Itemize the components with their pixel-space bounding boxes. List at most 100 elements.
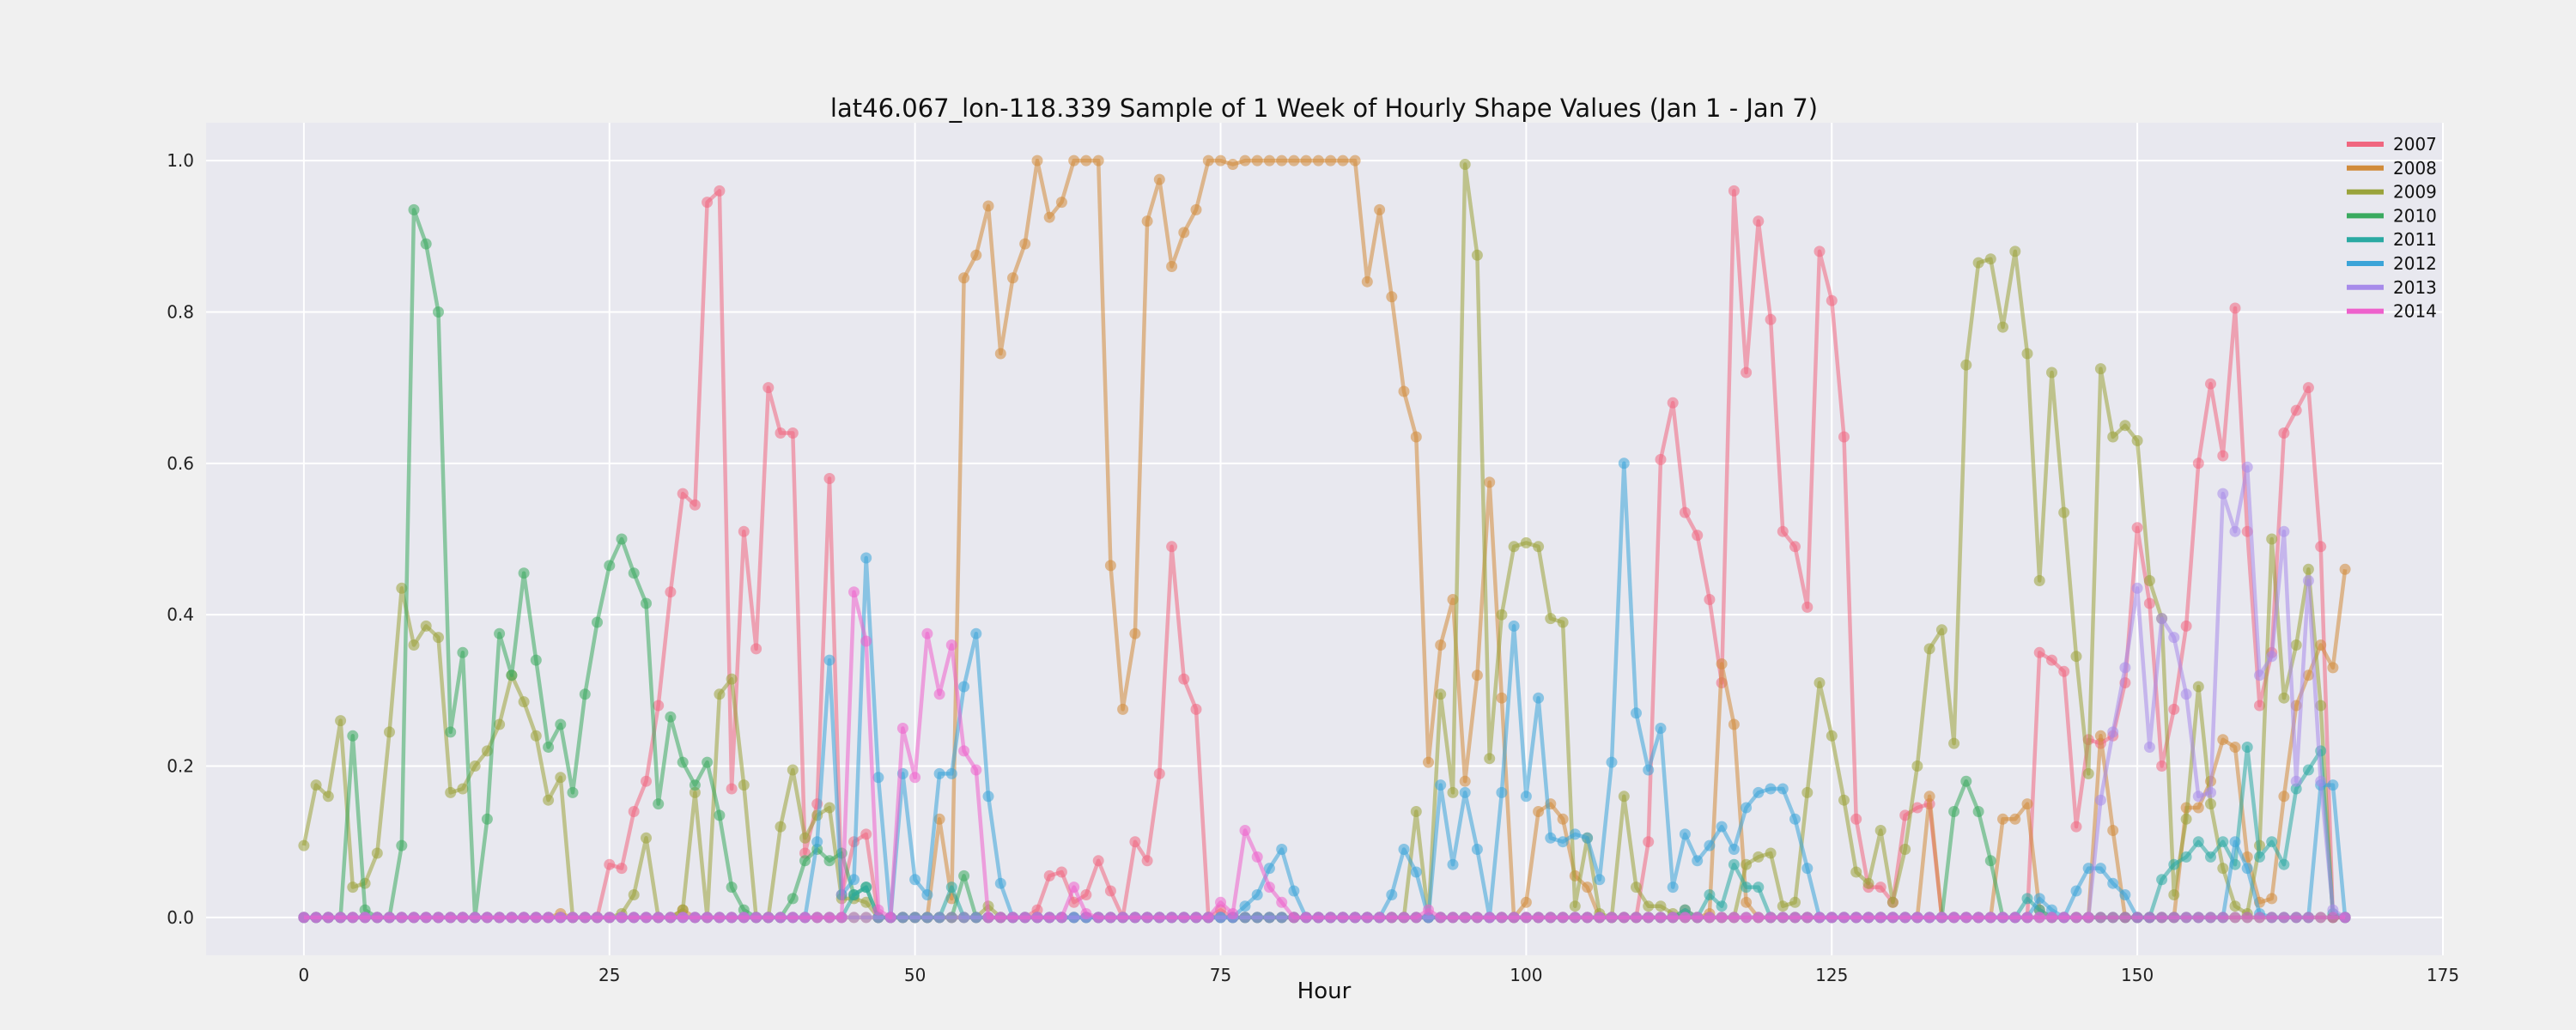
data-point (823, 912, 835, 924)
data-point (1533, 912, 1545, 924)
data-point (2107, 726, 2119, 738)
data-point (2119, 662, 2131, 674)
data-point (420, 238, 432, 250)
y-tick-label: 0.8 (167, 301, 194, 322)
data-point (1166, 912, 1178, 924)
data-point (1080, 154, 1092, 167)
data-point (1288, 912, 1300, 924)
data-point (1643, 912, 1655, 924)
data-point (1496, 786, 1508, 798)
data-point (2241, 912, 2253, 924)
data-point (823, 802, 835, 814)
data-point (823, 473, 835, 484)
data-point (1031, 154, 1043, 167)
data-point (1862, 877, 1874, 889)
data-point (1190, 912, 1202, 924)
data-point (1753, 912, 1765, 924)
data-point (921, 627, 933, 639)
legend-label: 2014 (2393, 301, 2437, 322)
data-point (1104, 560, 1116, 572)
data-point (677, 488, 689, 500)
legend-label: 2011 (2393, 229, 2437, 250)
data-point (2070, 651, 2082, 663)
data-point (1435, 639, 1447, 651)
data-point (1704, 889, 1716, 900)
data-point (1765, 313, 1777, 325)
data-point (1582, 882, 1594, 894)
data-point (2156, 874, 2168, 886)
data-point (2094, 863, 2106, 875)
data-point (2254, 912, 2265, 924)
data-point (2266, 893, 2278, 905)
data-point (1765, 912, 1777, 924)
data-point (1777, 900, 1789, 912)
data-point (310, 912, 322, 924)
data-point (994, 348, 1006, 360)
x-tick-label: 100 (1510, 965, 1542, 985)
data-point (2143, 575, 2155, 586)
data-point (2217, 836, 2229, 848)
data-point (1239, 154, 1251, 167)
data-point (1251, 851, 1263, 863)
data-point (2107, 877, 2119, 889)
data-point (1923, 643, 1935, 655)
data-point (1801, 912, 1814, 924)
y-tick-label: 0.4 (167, 604, 194, 625)
data-point (2302, 575, 2314, 586)
axis-ticks: 0 25 50 75 100 125 150 175 0.0 0.2 0.4 0.6 0.8 1.0 (167, 150, 2459, 985)
data-point (848, 586, 860, 598)
data-point (1423, 756, 1434, 768)
data-point (714, 912, 726, 924)
data-point (689, 912, 701, 924)
data-point (2278, 858, 2290, 870)
data-point (2180, 912, 2192, 924)
data-point (1631, 882, 1642, 894)
data-point (2302, 563, 2314, 575)
data-point (1068, 882, 1080, 894)
data-point (469, 912, 481, 924)
data-point (1911, 802, 1923, 814)
data-point (2192, 791, 2204, 803)
data-point (787, 764, 799, 776)
data-point (1972, 257, 1984, 269)
data-point (1263, 863, 1275, 875)
y-tick-label: 0.0 (167, 907, 194, 928)
data-point (1104, 912, 1116, 924)
data-point (933, 767, 945, 779)
data-point (1471, 912, 1483, 924)
data-point (1239, 825, 1251, 836)
data-point (884, 912, 896, 924)
data-point (945, 912, 957, 924)
data-point (2033, 646, 2045, 658)
data-point (799, 832, 811, 844)
data-point (762, 382, 775, 394)
data-point (2254, 670, 2265, 682)
data-point (1178, 912, 1190, 924)
data-point (2290, 639, 2302, 651)
data-point (1984, 253, 1996, 265)
data-point (1410, 431, 1422, 443)
x-tick-label: 25 (598, 965, 620, 985)
data-point (604, 912, 616, 924)
data-point (1520, 536, 1532, 548)
data-point (714, 688, 726, 700)
data-point (1765, 783, 1777, 795)
legend-item-2011: 2011 (2347, 229, 2437, 250)
data-point (616, 533, 628, 545)
data-point (1117, 912, 1129, 924)
data-point (1704, 912, 1716, 924)
data-point (1631, 912, 1642, 924)
data-point (1447, 912, 1459, 924)
data-point (1276, 154, 1288, 167)
data-point (1055, 912, 1067, 924)
data-point (335, 715, 347, 727)
data-point (555, 912, 567, 924)
data-point (921, 889, 933, 900)
data-point (1141, 912, 1153, 924)
data-point (1533, 541, 1545, 553)
data-point (2021, 893, 2033, 905)
data-point (1704, 594, 1716, 605)
data-point (787, 912, 799, 924)
data-point (860, 635, 872, 647)
data-point (1716, 912, 1728, 924)
